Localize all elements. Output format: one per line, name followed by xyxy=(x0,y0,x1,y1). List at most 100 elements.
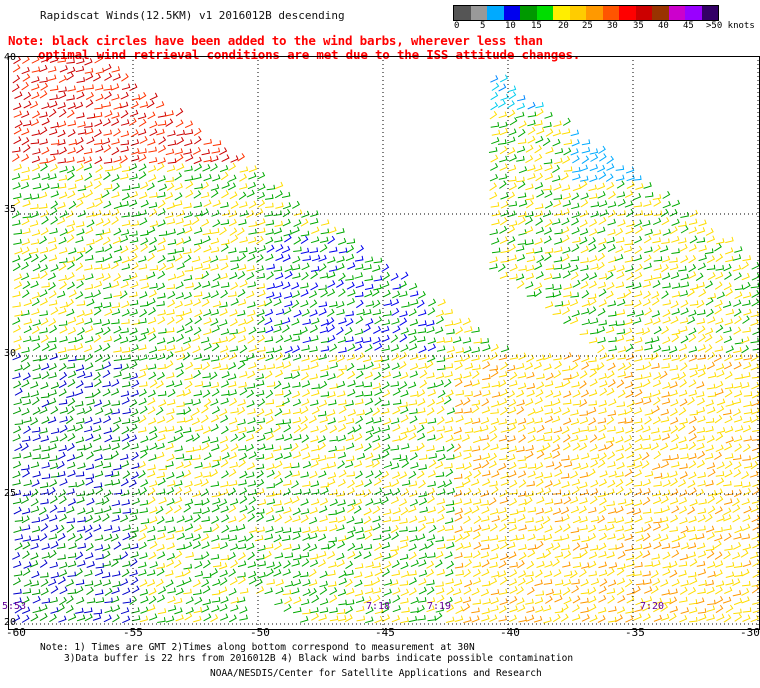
wind-barb xyxy=(229,329,238,335)
wind-barb xyxy=(462,353,471,362)
wind-barb xyxy=(714,560,724,568)
wind-barb xyxy=(571,139,580,147)
wind-barb xyxy=(498,560,507,569)
wind-barb xyxy=(454,562,464,569)
wind-barb xyxy=(182,568,191,577)
wind-barb xyxy=(66,595,74,604)
wind-barb xyxy=(490,343,499,352)
scale-tick-label: 25 xyxy=(582,21,593,31)
wind-barb xyxy=(219,436,229,444)
wind-barb xyxy=(364,571,373,579)
wind-barb xyxy=(140,606,149,614)
wind-barb xyxy=(76,479,85,488)
wind-barb xyxy=(688,515,697,523)
wind-barb xyxy=(13,398,22,406)
wind-barb xyxy=(518,434,527,443)
wind-barb xyxy=(59,165,68,173)
wind-barb xyxy=(264,543,274,550)
wind-barb xyxy=(650,442,659,451)
wind-barb xyxy=(355,391,364,398)
wind-barb xyxy=(671,373,680,380)
wind-barb xyxy=(21,137,30,146)
wind-barb xyxy=(66,165,76,174)
wind-barb xyxy=(39,427,48,434)
wind-barb xyxy=(256,508,265,515)
wind-barb xyxy=(390,381,400,387)
wind-barb xyxy=(230,263,240,271)
wind-barb xyxy=(283,543,292,550)
wind-barb xyxy=(292,390,301,399)
wind-barb xyxy=(751,261,760,270)
wind-barb xyxy=(607,517,616,524)
wind-barb xyxy=(391,362,400,371)
wind-barb xyxy=(725,579,734,586)
wind-barb xyxy=(238,219,247,226)
wind-barb xyxy=(319,497,329,506)
wind-barb xyxy=(381,319,391,326)
wind-barb xyxy=(113,489,123,495)
wind-barb xyxy=(201,605,210,613)
wind-barb xyxy=(527,101,536,110)
wind-barb xyxy=(148,454,157,462)
wind-barb xyxy=(354,433,363,442)
wind-barb xyxy=(617,219,626,227)
wind-barb xyxy=(320,463,330,470)
scale-swatch xyxy=(685,6,702,20)
wind-barb xyxy=(41,416,50,424)
wind-barb xyxy=(338,570,347,579)
wind-barb xyxy=(687,480,696,488)
wind-barb xyxy=(50,183,60,189)
wind-barb xyxy=(310,526,320,533)
wind-barb xyxy=(319,580,328,588)
wind-barb xyxy=(346,281,355,290)
wind-barb xyxy=(185,317,193,327)
wind-barb xyxy=(67,443,75,452)
wind-barb xyxy=(230,407,239,414)
wind-barb xyxy=(345,605,354,614)
wind-barb xyxy=(409,335,417,344)
wind-barb xyxy=(67,588,77,595)
wind-barb xyxy=(22,73,31,82)
wind-barb xyxy=(147,525,156,533)
wind-barb xyxy=(48,299,58,306)
wind-barb xyxy=(29,220,39,227)
wind-barb xyxy=(590,201,600,208)
wind-barb xyxy=(653,210,663,216)
wind-barb xyxy=(417,327,427,334)
wind-barb xyxy=(300,230,310,237)
wind-barb xyxy=(201,541,210,549)
wind-barb xyxy=(111,450,119,459)
wind-barb xyxy=(194,570,204,578)
wind-barb xyxy=(120,155,128,164)
wind-barb xyxy=(490,75,499,83)
wind-barb xyxy=(256,254,264,263)
wind-barb xyxy=(85,226,94,235)
wind-barb xyxy=(597,252,606,262)
wind-barb xyxy=(580,257,589,264)
wind-barb xyxy=(337,336,347,344)
wind-barb xyxy=(274,453,284,461)
wind-barb xyxy=(131,379,140,388)
wind-barb xyxy=(697,325,706,334)
wind-barb xyxy=(300,552,310,558)
wind-barb xyxy=(120,145,129,153)
wind-barb xyxy=(183,254,192,263)
wind-barb xyxy=(345,569,354,576)
wind-barb xyxy=(101,319,111,326)
wind-barb xyxy=(516,254,526,262)
wind-barb xyxy=(13,136,22,145)
wind-barb xyxy=(176,237,185,246)
wind-barb xyxy=(427,480,437,487)
wind-barb xyxy=(689,209,699,218)
wind-barb xyxy=(680,225,689,234)
wind-barb xyxy=(12,255,21,263)
wind-barb xyxy=(535,605,544,613)
wind-barb xyxy=(616,533,626,541)
wind-barb xyxy=(67,345,76,351)
wind-barb xyxy=(561,253,570,262)
wind-barb xyxy=(194,210,203,217)
wind-barb xyxy=(588,595,597,604)
wind-barb xyxy=(311,445,320,452)
wind-barb xyxy=(166,552,176,561)
wind-barb xyxy=(481,608,491,615)
